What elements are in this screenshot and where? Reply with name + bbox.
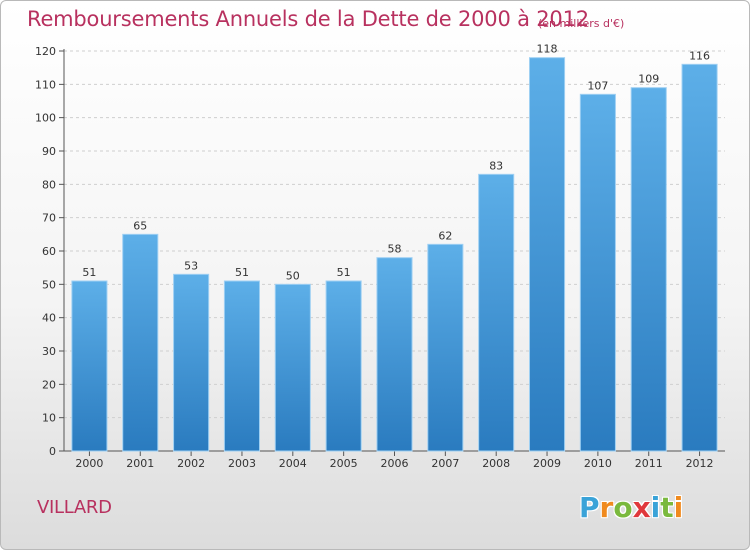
x-tick-label-2002: 2002 bbox=[177, 457, 205, 470]
bar-2008 bbox=[478, 173, 515, 452]
logo-letter: r bbox=[599, 491, 614, 524]
y-tick-label: 40 bbox=[42, 312, 56, 325]
bar-2001 bbox=[122, 233, 159, 452]
y-tick-label: 30 bbox=[42, 345, 56, 358]
y-tick-label: 60 bbox=[42, 245, 56, 258]
bar-2003 bbox=[223, 280, 261, 452]
logo-letter: P bbox=[579, 491, 600, 524]
chart-title: Remboursements Annuels de la Dette de 20… bbox=[27, 7, 589, 31]
x-tick-label-2010: 2010 bbox=[584, 457, 612, 470]
y-tick-label: 110 bbox=[35, 78, 56, 91]
value-label-2002: 53 bbox=[184, 259, 198, 272]
value-label-2003: 51 bbox=[235, 266, 249, 279]
y-tick-label: 90 bbox=[42, 145, 56, 158]
value-label-2012: 116 bbox=[689, 49, 710, 62]
value-label-2001: 65 bbox=[133, 219, 147, 232]
logo-letter: t bbox=[660, 491, 674, 524]
value-label-2010: 107 bbox=[587, 79, 608, 92]
x-tick-label-2008: 2008 bbox=[482, 457, 510, 470]
logo-letter: i bbox=[650, 491, 661, 524]
bar-2004 bbox=[274, 283, 311, 452]
bar-2000 bbox=[71, 280, 108, 452]
proxiti-logo: Proxiti bbox=[579, 491, 683, 524]
x-tick-label-2006: 2006 bbox=[381, 457, 409, 470]
x-tick-label-2011: 2011 bbox=[635, 457, 663, 470]
labels: 0 10 20 30 40 50 60 70 80 90 100 110 120 51 2000 65 2001… bbox=[35, 43, 714, 470]
y-tick-label: 120 bbox=[35, 45, 56, 58]
x-tick-label-2003: 2003 bbox=[228, 457, 256, 470]
value-label-2000: 51 bbox=[82, 266, 96, 279]
bar-2010 bbox=[579, 93, 616, 452]
bar-2002 bbox=[173, 273, 210, 452]
x-tick-label-2007: 2007 bbox=[431, 457, 459, 470]
y-tick-label: 20 bbox=[42, 378, 56, 391]
logo-letter: x bbox=[632, 491, 651, 524]
bar-2007 bbox=[427, 243, 464, 452]
x-tick-label-2004: 2004 bbox=[279, 457, 307, 470]
value-label-2004: 50 bbox=[286, 269, 300, 282]
value-label-2006: 58 bbox=[388, 243, 402, 256]
x-tick-label-2009: 2009 bbox=[533, 457, 561, 470]
y-tick-label: 0 bbox=[49, 445, 56, 458]
bar-2012 bbox=[681, 63, 718, 452]
bar-2011 bbox=[630, 87, 667, 452]
logo-letter: o bbox=[613, 491, 633, 524]
value-label-2005: 51 bbox=[337, 266, 351, 279]
chart-unit-label: (en milliers d'€) bbox=[538, 17, 625, 30]
x-tick-label-2000: 2000 bbox=[75, 457, 103, 470]
bars bbox=[71, 57, 718, 452]
y-tick-label: 10 bbox=[42, 412, 56, 425]
y-tick-label: 100 bbox=[35, 112, 56, 125]
y-tick-label: 80 bbox=[42, 178, 56, 191]
value-label-2007: 62 bbox=[438, 229, 452, 242]
y-tick-label: 70 bbox=[42, 212, 56, 225]
bar-2005 bbox=[325, 280, 362, 452]
logo-letter: i bbox=[673, 491, 684, 524]
bar-2006 bbox=[376, 257, 413, 452]
value-label-2011: 109 bbox=[638, 73, 659, 86]
value-label-2009: 118 bbox=[537, 43, 558, 56]
bar-2009 bbox=[528, 57, 566, 452]
commune-name: VILLARD bbox=[37, 497, 112, 518]
value-label-2008: 83 bbox=[489, 159, 503, 172]
x-tick-label-2012: 2012 bbox=[686, 457, 714, 470]
y-tick-label: 50 bbox=[42, 278, 56, 291]
x-tick-label-2001: 2001 bbox=[126, 457, 154, 470]
x-tick-label-2005: 2005 bbox=[330, 457, 358, 470]
